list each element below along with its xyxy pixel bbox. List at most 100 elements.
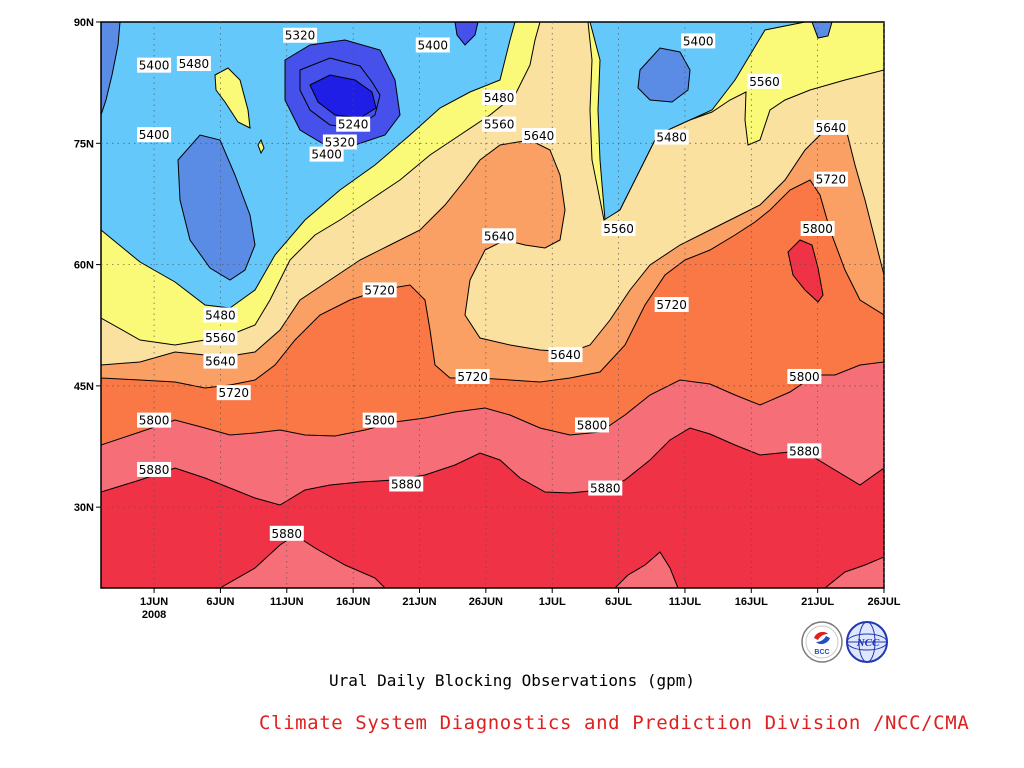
ncc-logo: NCC — [846, 621, 888, 663]
contour-label-text: 5400 — [139, 128, 170, 142]
bcc-logo-text: BCC — [814, 649, 829, 656]
contour-label-text: 5720 — [457, 370, 488, 384]
x-tick-label: 21JUN — [402, 596, 436, 608]
contour-label-box — [813, 119, 848, 135]
contour-label-box — [575, 417, 610, 433]
contour-label-text: 5480 — [484, 91, 515, 105]
contour-label-text: 5240 — [338, 118, 369, 132]
contour-label: 5560 — [601, 220, 636, 236]
contour-label-box — [482, 228, 517, 244]
contour-label: 5560 — [747, 73, 782, 89]
x-tick-label: 16JUN — [336, 596, 370, 608]
contour-field — [101, 22, 884, 588]
contour-label-text: 5720 — [364, 283, 395, 297]
contour-label-box — [521, 128, 556, 144]
contour-label: 5640 — [813, 119, 848, 135]
contour-label-text: 5560 — [484, 118, 515, 132]
contour-label: 5800 — [575, 417, 610, 433]
contour-label-text: 5800 — [139, 414, 170, 428]
contour-label-text: 5480 — [205, 309, 236, 323]
contour-label-box — [137, 461, 172, 477]
contour-label: 5640 — [548, 347, 583, 363]
contour-label-text: 5640 — [205, 355, 236, 369]
contour-label: 5800 — [800, 220, 835, 236]
contour-label: 5880 — [389, 476, 424, 492]
contour-label-box — [203, 330, 238, 346]
contour-label-text: 5400 — [311, 148, 342, 162]
contour-label-text: 5320 — [285, 29, 316, 43]
contour-label-text: 5880 — [139, 463, 170, 477]
y-tick-label: 30N — [74, 502, 94, 514]
y-tick-label: 60N — [74, 260, 94, 272]
contour-label-box — [269, 525, 304, 541]
contour-label-box — [137, 412, 172, 428]
band-5400-core-21jul — [811, 22, 833, 39]
contour-label: 5400 — [309, 146, 344, 162]
x-tick-label: 11JUN — [270, 596, 304, 608]
contour-label-box — [362, 412, 397, 428]
contour-label-text: 5800 — [802, 222, 833, 236]
contour-label: 5400 — [681, 33, 716, 49]
band-5800-core — [787, 239, 824, 303]
contour-label: 5720 — [362, 282, 397, 298]
y-tick-label: 45N — [74, 381, 94, 393]
x-tick-label: 21JUL — [801, 596, 834, 608]
contour-label: 5720 — [216, 385, 251, 401]
contour-label: 5720 — [455, 368, 490, 384]
contour-label-text: 5320 — [325, 135, 356, 149]
contour-label: 5880 — [269, 525, 304, 541]
contour-label-text: 5800 — [577, 418, 608, 432]
x-tick-label: 6JUL — [605, 596, 632, 608]
contour-label-box — [322, 134, 357, 150]
contour-label-box — [482, 116, 517, 132]
contour-label-box — [389, 476, 424, 492]
contour-label-box — [415, 37, 450, 53]
contour-label-text: 5880 — [590, 482, 621, 496]
band-5400-core-west — [101, 22, 121, 116]
contour-label: 5640 — [482, 228, 517, 244]
contour-label-text: 5720 — [656, 298, 687, 312]
band-5400-core-26jun — [454, 22, 479, 46]
contour-label-box — [601, 220, 636, 236]
x-tick-label: 16JUL — [735, 596, 768, 608]
band-5880-inner-5800 — [614, 551, 679, 588]
contour-label: 5880 — [588, 480, 623, 496]
y-axis: 90N 75N 60N 45N 30N — [74, 17, 101, 514]
contour-label-box — [813, 171, 848, 187]
x-tick-label: 1JUN — [140, 596, 168, 608]
chart-title: Ural Daily Blocking Observations (gpm) — [328, 671, 696, 690]
x-tick-label: 26JUN — [469, 596, 503, 608]
band-5240-core — [309, 74, 377, 119]
contour-label: 5240 — [336, 116, 371, 132]
contour-label-box — [747, 73, 782, 89]
contour-label-text: 5880 — [391, 478, 422, 492]
contour-label-box — [482, 90, 517, 106]
contour-label-box — [787, 368, 822, 384]
contour-label-text: 5560 — [205, 331, 236, 345]
contour-label-text: 5640 — [816, 121, 847, 135]
contour-label-text: 5720 — [218, 386, 249, 400]
contour-label: 5640 — [203, 353, 238, 369]
contour-label: 5320 — [283, 27, 318, 43]
ncc-logo-text: NCC — [856, 637, 880, 649]
contour-label: 5720 — [813, 171, 848, 187]
x-tick-year-label: 2008 — [142, 609, 166, 621]
contour-label: 5480 — [203, 307, 238, 323]
contour-label-text: 5640 — [484, 229, 515, 243]
contour-label-text: 5800 — [789, 370, 820, 384]
contour-label-box — [588, 480, 623, 496]
contour-label-text: 5400 — [418, 38, 449, 52]
contour-label: 5880 — [787, 443, 822, 459]
contour-label-text: 5400 — [683, 34, 714, 48]
contour-label-box — [455, 368, 490, 384]
contour-label-box — [681, 33, 716, 49]
contour-label-text: 5720 — [816, 173, 847, 187]
contour-label: 5480 — [176, 56, 211, 72]
x-tick-label: 1JUL — [539, 596, 566, 608]
contour-label-text: 5880 — [789, 444, 820, 458]
contour-label-box — [203, 307, 238, 323]
band-5400-core-6jun — [177, 134, 256, 281]
contour-label-box — [176, 56, 211, 72]
